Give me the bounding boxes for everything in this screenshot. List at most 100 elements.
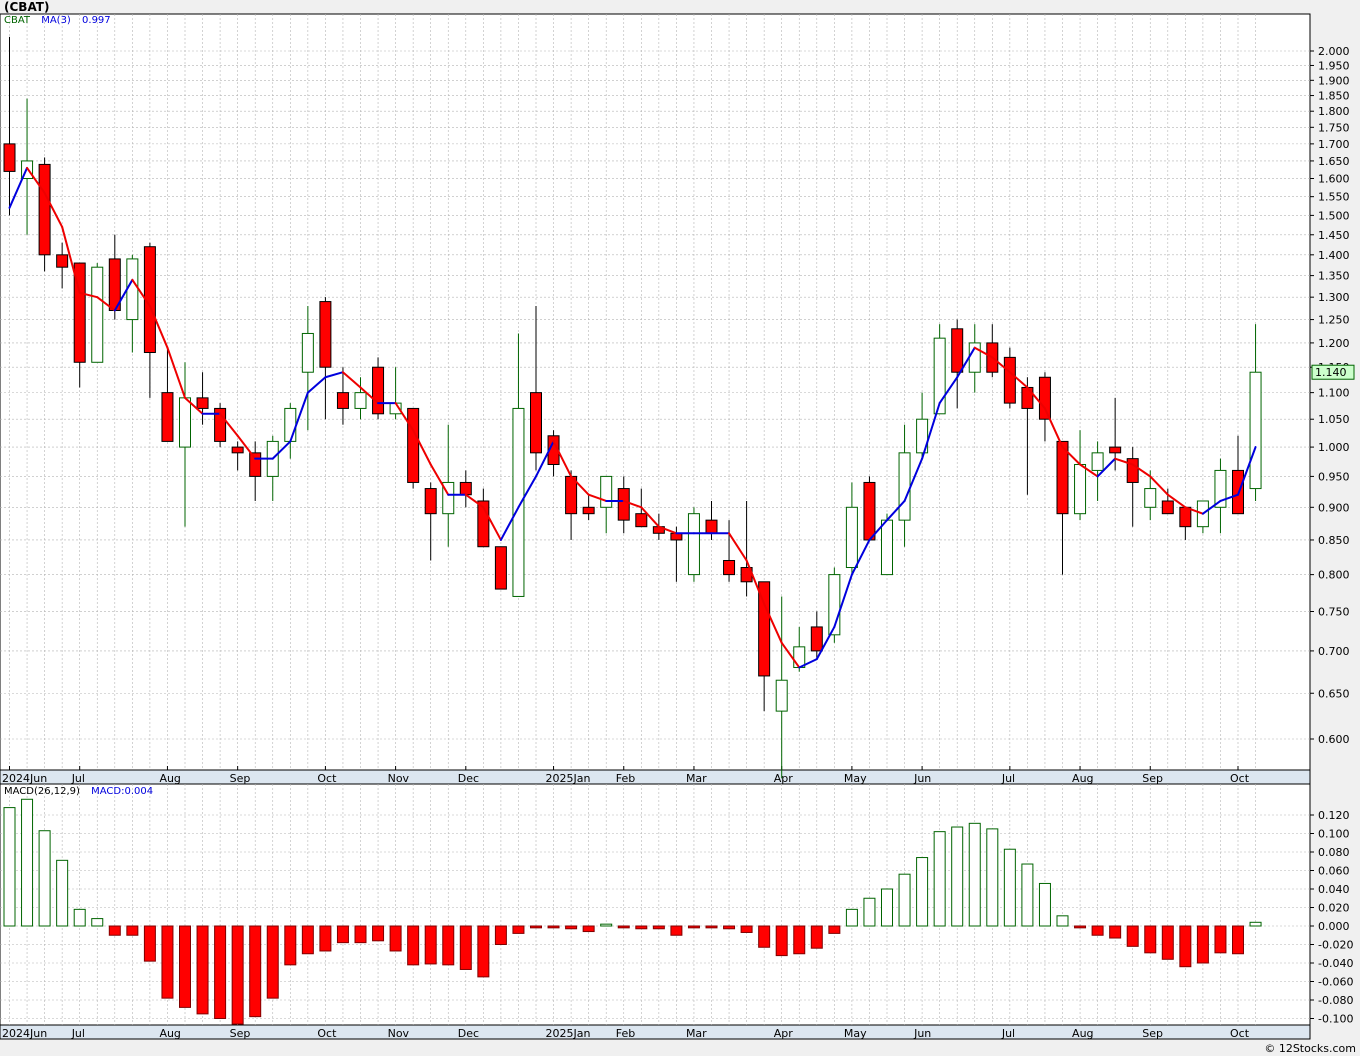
macd-bar	[1038, 882, 1051, 927]
macd-ytick-label: 0.080	[1318, 846, 1350, 859]
macd-bar	[108, 925, 121, 936]
candle-body	[3, 143, 16, 172]
ma-line-segment	[763, 602, 783, 644]
price-ytick-label: 1.250	[1318, 314, 1350, 327]
macd-bar	[301, 925, 314, 955]
ma-line-segment	[289, 391, 309, 443]
macd-bar	[705, 925, 718, 929]
price-month-label: Oct	[317, 772, 337, 785]
ma-line-segment	[1184, 506, 1204, 515]
macd-bar	[424, 925, 437, 965]
ma-line-segment	[306, 376, 327, 394]
ma-line-segment	[535, 440, 555, 478]
macd-bar	[1179, 925, 1192, 968]
candle-body	[231, 446, 244, 454]
price-date-axis-band	[0, 769, 1311, 785]
macd-bar	[372, 925, 385, 942]
candle-body	[1038, 376, 1051, 420]
price-month-label: Sep	[1142, 772, 1163, 785]
last-price-label: 1.140	[1315, 366, 1347, 379]
macd-month-label: Oct	[1230, 1027, 1250, 1040]
legend-ma-value: 0.997	[82, 15, 111, 26]
ma-line-segment	[745, 559, 766, 605]
macd-bar	[863, 897, 876, 927]
macd-month-label: Jul	[1001, 1027, 1015, 1040]
ma-line-segment	[517, 475, 537, 509]
candle-body	[933, 337, 946, 415]
macd-month-label: Sep	[1142, 1027, 1163, 1040]
macd-bar	[1249, 921, 1262, 927]
candle-body	[793, 646, 806, 668]
price-ytick-label: 1.800	[1318, 105, 1350, 118]
macd-bar	[617, 925, 630, 929]
macd-bar	[758, 925, 771, 948]
candle-body	[600, 475, 613, 508]
macd-ytick-label: 0.100	[1318, 828, 1350, 841]
price-month-label: Aug	[1072, 772, 1093, 785]
macd-bar	[1126, 925, 1139, 947]
candle-body	[951, 328, 964, 373]
macd-month-label: Nov	[388, 1027, 410, 1040]
ma-line-segment	[26, 166, 46, 194]
ma-line-segment	[850, 538, 871, 576]
macd-month-label: Apr	[774, 1027, 794, 1040]
ma-line-segment	[184, 396, 204, 415]
macd-month-label: Dec	[458, 1027, 479, 1040]
macd-bar	[1144, 925, 1157, 954]
candle-body	[687, 513, 700, 576]
chart-title: (CBAT)	[4, 0, 50, 14]
legend-ma-label: MA(3)	[41, 15, 71, 26]
candle-body	[512, 407, 525, 597]
price-ytick-label: 1.350	[1318, 270, 1350, 283]
macd-bar	[459, 925, 472, 970]
ma-line-segment	[1026, 386, 1046, 410]
macd-bar	[407, 925, 420, 966]
price-ytick-label: 0.900	[1318, 501, 1350, 514]
macd-bar	[898, 873, 911, 927]
price-ytick-label: 1.600	[1318, 173, 1350, 186]
macd-bar	[775, 925, 788, 957]
macd-ytick-label: -0.060	[1318, 976, 1353, 989]
macd-bar	[319, 925, 332, 952]
macd-bar	[336, 925, 349, 944]
macd-bar	[547, 925, 560, 929]
macd-bar	[1074, 925, 1087, 929]
ma-line-segment	[886, 499, 906, 522]
price-ytick-label: 0.750	[1318, 605, 1350, 618]
candle-body	[810, 626, 823, 652]
ma-line-segment	[499, 506, 520, 541]
candle-body	[881, 519, 893, 576]
ma-line-segment	[1043, 407, 1064, 449]
macd-bar	[214, 925, 227, 1019]
candle-body	[1056, 440, 1069, 515]
price-month-label: 2024Jun	[2, 772, 47, 785]
macd-month-label: 2025Jan	[546, 1027, 591, 1040]
price-month-label: Nov	[388, 772, 410, 785]
candle-body	[670, 532, 683, 541]
macd-bar	[73, 908, 86, 927]
macd-bar	[968, 822, 981, 927]
macd-bar	[354, 925, 367, 944]
candle-body	[56, 254, 69, 268]
price-ytick-label: 0.700	[1318, 645, 1350, 658]
ma-line-segment	[1201, 499, 1222, 515]
candle-body	[319, 301, 332, 368]
macd-bar	[1056, 915, 1069, 927]
candle-body	[336, 392, 349, 409]
macd-bar	[1214, 925, 1227, 954]
macd-month-label: Sep	[230, 1027, 251, 1040]
candle-body	[775, 679, 788, 712]
ma-line-segment	[1166, 493, 1187, 509]
ma-line-segment	[482, 506, 502, 541]
macd-bar	[1232, 925, 1244, 955]
macd-ytick-label: -0.100	[1318, 1013, 1353, 1026]
macd-bar	[881, 888, 893, 927]
macd-bar	[951, 826, 964, 927]
ma-line-segment	[868, 519, 888, 541]
ma-line-segment	[96, 296, 116, 312]
macd-month-label: Jun	[913, 1027, 931, 1040]
macd-month-label: Mar	[686, 1027, 707, 1040]
macd-legend: MACD(26,12,9) MACD:0.004	[4, 786, 153, 797]
candle-body	[530, 392, 542, 454]
macd-ytick-label: -0.020	[1318, 939, 1353, 952]
